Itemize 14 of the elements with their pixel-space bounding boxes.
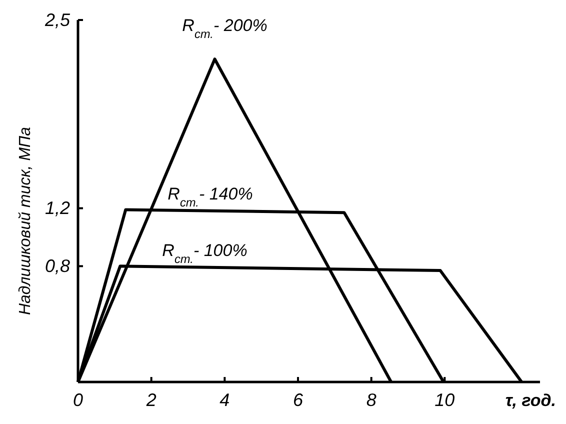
y-tick-label: 2,5 xyxy=(44,10,71,30)
x-tick-label: 2 xyxy=(145,390,156,410)
series-label: R$_{ст.}$- 100% xyxy=(162,241,248,266)
x-tick-label: 8 xyxy=(366,390,376,410)
y-axis-title: Надлишковий тиск, МПа xyxy=(17,126,34,316)
x-tick-label: 0 xyxy=(72,390,84,410)
series-label: R$_{ст.}$- 200% xyxy=(182,16,268,42)
x-tick-label: 4 xyxy=(220,390,230,410)
y-tick-label: 0,8 xyxy=(44,256,70,276)
y-tick-label: 1,2 xyxy=(44,198,70,218)
x-axis-title: τ, год. xyxy=(505,391,556,410)
series-label: R$_{ст.}$- 140% xyxy=(168,184,253,210)
x-tick-label: 10 xyxy=(434,390,455,410)
x-tick-label: 6 xyxy=(292,390,304,410)
